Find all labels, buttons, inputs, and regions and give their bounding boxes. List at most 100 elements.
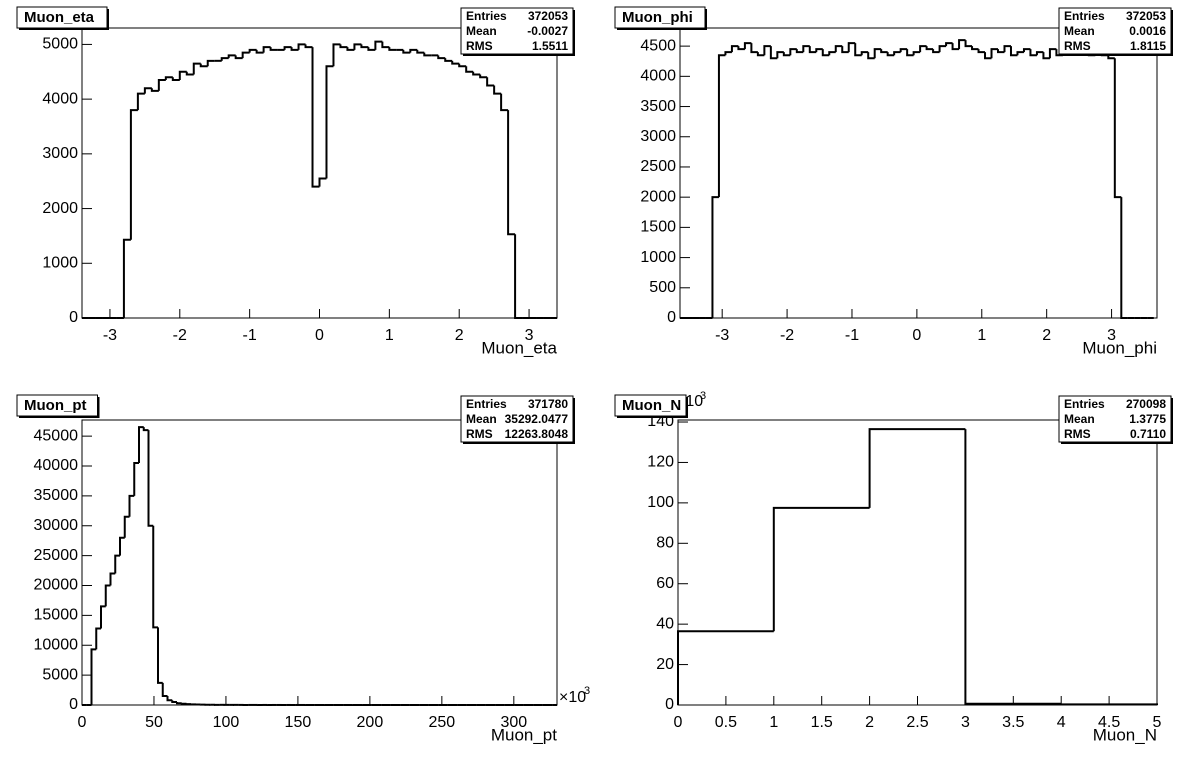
histogram-bin — [227, 54, 236, 59]
x-tick-label: 0 — [674, 714, 683, 731]
histogram-bin — [290, 47, 299, 51]
histogram-bin — [318, 177, 327, 187]
pad: 0 5000 10000 15000 20000 25000 30000 35000 40000… — [16, 394, 590, 744]
stats-value: 12263.8048 — [505, 427, 569, 441]
histogram-bin — [325, 65, 334, 179]
histogram-bin — [808, 46, 817, 54]
histogram-bin — [717, 54, 726, 198]
histogram-bin — [220, 57, 229, 61]
histogram-bin — [912, 51, 921, 56]
x-tick-label: 2 — [1042, 327, 1051, 344]
histogram-bin — [416, 49, 425, 54]
y-multiplier-power: 3 — [700, 390, 706, 402]
histogram-bin — [932, 49, 940, 54]
histogram-bin — [437, 55, 446, 60]
histogram-bin — [157, 627, 163, 684]
title-box — [614, 6, 706, 29]
y-tick-label: 45000 — [34, 427, 79, 444]
histogram-bin — [409, 48, 418, 53]
y-tick-label: 20 — [656, 656, 674, 673]
x-tick-label: 4.5 — [1098, 714, 1120, 731]
y-tick-label: 1000 — [42, 255, 78, 272]
histogram-bin — [129, 109, 138, 240]
y-tick-label: 60 — [656, 575, 674, 592]
x-tick-label: 1 — [769, 714, 778, 731]
x-tick-label: 3.5 — [1002, 714, 1024, 731]
y-tick-label: 4500 — [640, 37, 676, 54]
histogram-bin — [873, 48, 882, 59]
histogram-bin — [743, 42, 752, 50]
histogram-bin — [1113, 58, 1122, 199]
stats-label: RMS — [466, 39, 493, 53]
histogram-bin — [114, 554, 120, 574]
x-multiplier-power: 3 — [584, 685, 590, 697]
histogram-bin — [176, 702, 182, 705]
histogram-bin — [171, 700, 177, 704]
x-tick-label: 0.5 — [715, 714, 737, 731]
histogram-bin — [919, 45, 927, 53]
histogram-bin — [945, 42, 953, 47]
title-box — [614, 394, 687, 417]
y-tick-label: 0 — [667, 309, 676, 326]
x-tick-label: 200 — [357, 714, 384, 731]
histogram-bin — [815, 48, 823, 53]
histogram-bin — [990, 48, 998, 59]
histogram-bin — [507, 110, 516, 236]
histogram-bin — [951, 43, 960, 51]
x-tick-label: -1 — [845, 327, 859, 344]
x-tick-label: -3 — [715, 327, 729, 344]
y-tick-label: 3000 — [42, 145, 78, 162]
y-tick-label: 1500 — [640, 219, 676, 236]
stats-label: Mean — [1064, 412, 1095, 426]
histogram-bin — [964, 40, 973, 48]
histogram-bin — [893, 51, 901, 56]
histogram-bin — [199, 63, 208, 68]
x-tick-label: 1 — [385, 327, 394, 344]
stats-label: Mean — [1064, 24, 1095, 38]
histogram-bin — [119, 536, 125, 556]
histogram-bin — [122, 238, 131, 318]
histogram-bin — [297, 43, 306, 50]
x-tick-label: 50 — [145, 714, 163, 731]
histogram-bin — [241, 51, 250, 59]
histogram-bin — [128, 494, 135, 517]
histogram-bin — [750, 43, 758, 54]
stats-value: 1.3775 — [1129, 412, 1166, 426]
histogram-bin — [821, 49, 830, 57]
x-tick-label: 100 — [213, 714, 240, 731]
histogram-bin — [1048, 48, 1057, 59]
title-box — [16, 6, 108, 29]
histogram-bin — [1055, 49, 1063, 57]
y-tick-label: 0 — [69, 696, 78, 713]
stats-label: Entries — [466, 9, 507, 23]
histogram-bin — [769, 46, 778, 60]
histogram-bin — [906, 49, 914, 57]
histogram-bin — [514, 234, 523, 319]
stats-label: RMS — [1064, 39, 1091, 53]
x-tick-label: 0 — [315, 327, 324, 344]
stats-box — [460, 7, 574, 55]
histogram-bin — [776, 51, 784, 59]
histogram-bin — [465, 66, 474, 73]
histogram-bin — [486, 77, 495, 87]
title-box — [16, 394, 98, 417]
y-tick-label: 500 — [649, 279, 676, 296]
stats-value: 371780 — [528, 397, 568, 411]
histogram-bin — [104, 584, 111, 607]
histogram-bin — [789, 48, 797, 56]
histogram-bin — [138, 426, 144, 464]
stats-value: 270098 — [1126, 397, 1166, 411]
histogram-bin — [756, 52, 765, 57]
histogram-bin — [880, 49, 888, 54]
histogram-bin — [248, 48, 257, 53]
histogram-bin — [958, 39, 966, 50]
histogram-bin — [444, 58, 453, 62]
histogram-bin — [152, 525, 158, 629]
x-tick-label: 1 — [977, 327, 986, 344]
histogram-bin — [178, 70, 187, 80]
histogram-bin — [100, 605, 106, 629]
y-tick-label: 120 — [647, 454, 674, 471]
histogram-bin — [1022, 48, 1031, 53]
